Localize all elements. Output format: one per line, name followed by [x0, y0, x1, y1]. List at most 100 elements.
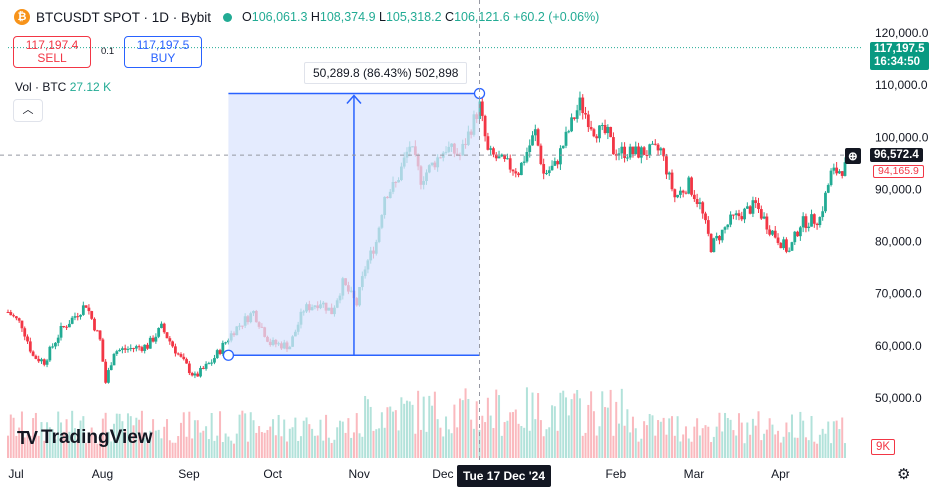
volume-bar	[570, 399, 573, 458]
volume-bar	[76, 434, 79, 458]
candle-body	[620, 146, 624, 154]
volume-bar	[537, 393, 540, 458]
candle-body	[70, 317, 74, 324]
x-tick-label: Apr	[771, 467, 790, 481]
volume-bar	[615, 401, 618, 458]
volume-bar	[62, 431, 65, 458]
volume-bar	[34, 412, 37, 458]
add-alert-button[interactable]: ⊕	[845, 148, 861, 164]
buy-label: BUY	[150, 51, 176, 65]
volume-bar	[341, 421, 344, 458]
volume-bar	[166, 419, 169, 458]
volume-bar	[210, 413, 213, 458]
volume-bar	[684, 426, 687, 458]
volume-bar	[57, 411, 60, 458]
volume-bar	[266, 430, 269, 458]
candle-body	[224, 342, 228, 344]
candle-body	[90, 311, 94, 319]
volume-bar	[754, 425, 757, 458]
volume-bar	[604, 407, 607, 458]
candle-body	[204, 363, 208, 369]
candle-body	[201, 367, 205, 369]
candle-body	[589, 127, 593, 130]
volume-bar	[804, 437, 807, 458]
volume-bar	[807, 440, 810, 458]
volume-bar	[216, 435, 219, 458]
volume-bar	[824, 433, 827, 458]
candle-body	[81, 305, 85, 315]
volume-bar	[48, 427, 51, 458]
candle-body	[810, 214, 813, 227]
candle-body	[129, 348, 133, 350]
volume-bar	[506, 420, 509, 458]
buy-button[interactable]: 117,197.5 BUY	[124, 36, 202, 68]
candle-body	[51, 346, 55, 348]
volume-bar	[659, 421, 662, 458]
volume-bar	[464, 388, 467, 458]
volume-bar	[191, 438, 194, 458]
volume-bar	[311, 428, 314, 458]
candle-body	[165, 332, 169, 339]
volume-bar	[729, 419, 732, 458]
volume-bar	[79, 420, 82, 458]
symbol-title[interactable]: BTCUSDT SPOT · 1D · Bybit	[36, 9, 212, 25]
gear-icon[interactable]: ⚙	[897, 466, 911, 483]
volume-bar	[15, 435, 18, 458]
candle-body	[776, 237, 780, 243]
candle-body	[818, 217, 822, 226]
collapse-legend-button[interactable]: ︿	[13, 99, 43, 122]
sell-label: SELL	[37, 51, 67, 65]
y-tick-label: 100,000.0	[875, 130, 929, 144]
volume-bar	[838, 429, 841, 458]
candle-body	[698, 202, 702, 204]
volume-bar	[498, 395, 501, 458]
candle-body	[824, 192, 827, 212]
candle-body	[480, 101, 484, 116]
volume-bar	[126, 413, 129, 458]
volume-bar	[559, 392, 562, 458]
candle-body	[645, 154, 649, 156]
volume-bar	[297, 440, 300, 458]
market-open-dot-icon	[223, 12, 233, 22]
volume-bar	[99, 440, 102, 458]
volume-bar	[188, 411, 191, 458]
x-tick-label: Oct	[263, 467, 282, 481]
volume-bar	[157, 429, 160, 458]
y-tick-label: 80,000.0	[875, 235, 922, 249]
candle-body	[104, 361, 108, 383]
candle-body	[623, 146, 626, 159]
tv-logo-icon: TV	[17, 427, 38, 448]
volume-bar	[598, 426, 601, 458]
volume-bar	[405, 400, 408, 458]
volume-bar	[447, 429, 450, 458]
plus-circle-icon: ⊕	[848, 151, 858, 163]
volume-bar	[768, 418, 771, 458]
volume-bar	[442, 436, 445, 458]
volume-bar	[696, 418, 699, 458]
candle-body	[42, 359, 46, 365]
sell-button[interactable]: 117,197.4 SELL	[13, 36, 91, 68]
measure-label: 50,289.8 (86.43%) 502,898	[304, 62, 468, 84]
candle-body	[76, 316, 80, 318]
volume-bar	[587, 404, 590, 458]
volume-bar	[665, 434, 668, 458]
volume-bar	[18, 427, 21, 458]
volume-bar	[581, 435, 584, 458]
volume-bar	[288, 428, 291, 458]
candle-body	[737, 213, 741, 217]
volume-bar	[606, 407, 609, 458]
candle-body	[93, 318, 96, 331]
candle-body	[146, 344, 149, 349]
volume-bar	[299, 436, 302, 458]
low-key: L	[379, 10, 386, 24]
volume-bar	[796, 437, 799, 458]
candle-body	[592, 129, 596, 137]
volume-bar	[241, 410, 244, 458]
tradingview-logo[interactable]: TV TradingView	[17, 427, 153, 449]
volume-bar	[676, 416, 679, 458]
candle-body	[765, 216, 769, 230]
volume-bar	[810, 416, 813, 458]
volume-bar	[202, 430, 205, 458]
volume-bar	[221, 442, 224, 458]
